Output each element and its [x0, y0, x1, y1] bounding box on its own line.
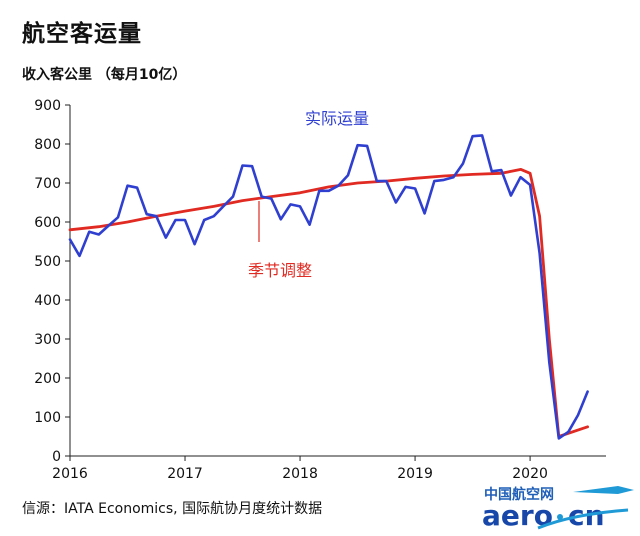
y-tick-label: 400 [34, 293, 61, 309]
x-tick-label: 2017 [167, 466, 203, 482]
actual-series-label: 实际运量 [305, 109, 369, 128]
source-note: 信源：IATA Economics, 国际航协月度统计数据 [22, 501, 323, 517]
x-tick-label: 2018 [282, 466, 318, 482]
aero-cn-logo: 中国航空网 aero cn [482, 486, 634, 530]
x-tick-label: 2016 [52, 466, 88, 482]
x-tick-label: 2019 [397, 466, 433, 482]
y-axis-label: 收入客公里 （每月10亿） [22, 67, 187, 83]
axes: 0 100 200 300 400 500 600 700 800 900 2016 2017 2018… [34, 98, 606, 482]
y-tick-label: 300 [34, 332, 61, 348]
seasonal-series-label: 季节调整 [248, 261, 312, 280]
y-tick-label: 800 [34, 137, 61, 153]
y-tick-label: 700 [34, 176, 61, 192]
y-tick-label: 900 [34, 98, 61, 114]
y-tick-label: 0 [52, 449, 61, 465]
chart-title: 航空客运量 [22, 21, 142, 47]
y-tick-label: 600 [34, 215, 61, 231]
svg-text:中国航空网: 中国航空网 [484, 486, 554, 503]
series-layer [68, 134, 589, 440]
y-tick-label: 200 [34, 371, 61, 387]
y-tick-label: 100 [34, 410, 61, 426]
x-tick-label: 2020 [512, 466, 548, 482]
svg-text:aero: aero [482, 499, 553, 530]
y-tick-label: 500 [34, 254, 61, 270]
annotation-layer: 实际运量 季节调整 [248, 109, 369, 280]
actual-traffic-line [68, 134, 589, 440]
seasonally-adjusted-line [68, 167, 589, 438]
